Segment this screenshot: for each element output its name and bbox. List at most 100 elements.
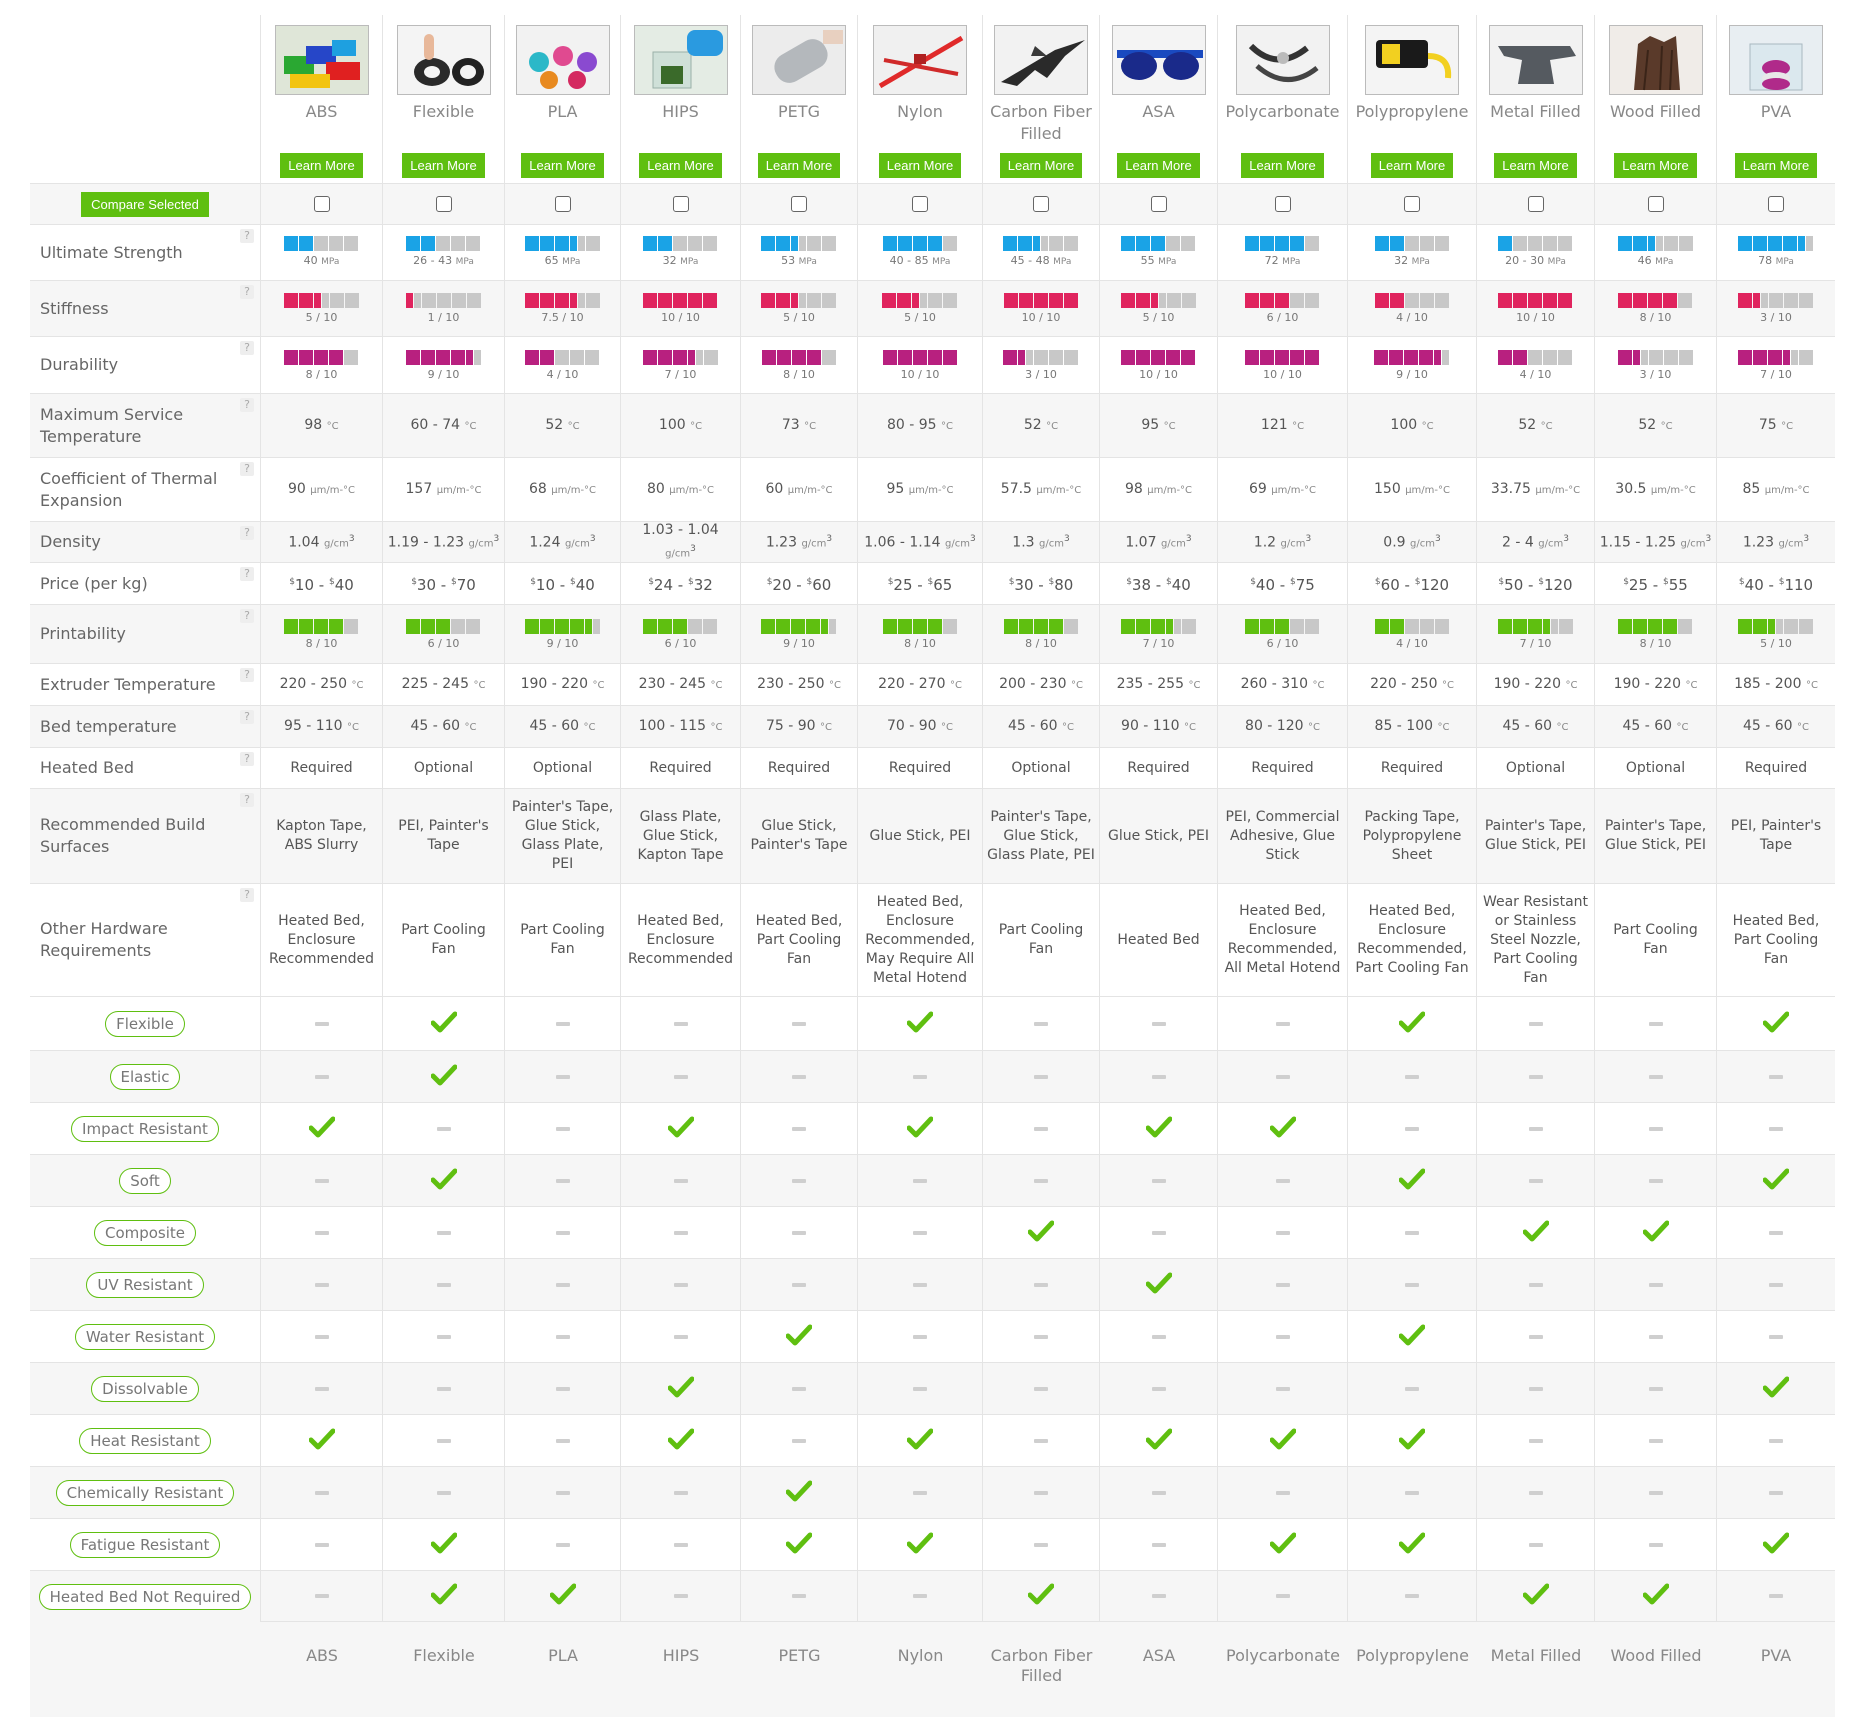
help-icon[interactable]: ? — [240, 462, 254, 476]
density-cell: 1.07 g/cm3 — [1100, 521, 1218, 562]
learn-more-button[interactable]: Learn More — [639, 153, 722, 178]
help-icon[interactable]: ? — [240, 793, 254, 807]
learn-more-button[interactable]: Learn More — [402, 153, 485, 178]
asa-sunglasses-icon[interactable] — [1111, 25, 1206, 95]
carbon-jet-icon[interactable] — [994, 25, 1088, 95]
price-cell: $20 - $60 — [741, 562, 858, 604]
learn-more-button[interactable]: Learn More — [878, 153, 962, 178]
unit-label: °C — [473, 679, 486, 691]
abs-blocks-icon[interactable] — [274, 25, 369, 95]
learn-more-button[interactable]: Learn More — [1241, 153, 1324, 178]
checkmark-icon — [549, 1583, 576, 1609]
compare-checkbox[interactable] — [1150, 196, 1167, 212]
property-cell — [1595, 1414, 1717, 1466]
cte-cell: 157 μm/m-°C — [383, 457, 505, 521]
property-cell — [858, 1154, 983, 1206]
compare-checkbox[interactable] — [912, 196, 928, 212]
flexible-ring-icon[interactable] — [396, 25, 491, 95]
dash-icon — [1405, 1594, 1419, 1598]
learn-more-button[interactable]: Learn More — [1117, 153, 1200, 178]
heated-value: Optional — [532, 759, 593, 776]
help-icon[interactable]: ? — [240, 710, 254, 724]
property-cell — [621, 1102, 741, 1154]
help-icon[interactable]: ? — [240, 888, 254, 902]
learn-more-button[interactable]: Learn More — [280, 153, 363, 178]
compare-checkbox[interactable] — [435, 196, 452, 212]
help-icon[interactable]: ? — [240, 609, 254, 623]
hips-dissolve-icon[interactable] — [633, 25, 728, 95]
learn-more-button[interactable]: Learn More — [1734, 153, 1818, 178]
wood-stump-icon[interactable] — [1608, 25, 1703, 95]
material-name: ABS — [305, 102, 338, 121]
compare-checkbox[interactable] — [1647, 196, 1664, 212]
help-icon[interactable]: ? — [240, 526, 254, 540]
unit-label: μm/m-°C — [669, 484, 715, 496]
property-filter-impact-resistant[interactable]: Impact Resistant — [71, 1115, 219, 1142]
checkmark-icon — [1762, 1168, 1790, 1194]
help-icon[interactable]: ? — [240, 398, 254, 412]
compare-checkbox[interactable] — [313, 196, 330, 212]
help-icon[interactable]: ? — [240, 752, 254, 766]
compare-checkbox[interactable] — [1274, 196, 1291, 212]
unit-label: °C — [346, 721, 359, 733]
property-cell — [1717, 1518, 1835, 1570]
stiffness-cell: 3 / 10 — [1717, 280, 1835, 336]
petg-bottle-icon[interactable] — [752, 25, 846, 95]
compare-checkbox[interactable] — [554, 196, 571, 212]
metal-anvil-icon[interactable] — [1488, 25, 1583, 95]
learn-more-button[interactable]: Learn More — [1614, 153, 1697, 178]
property-filter-dissolvable[interactable]: Dissolvable — [91, 1375, 199, 1402]
property-filter-heat-resistant[interactable]: Heat Resistant — [79, 1427, 211, 1454]
property-filter-soft[interactable]: Soft — [119, 1167, 171, 1194]
help-icon[interactable]: ? — [240, 341, 254, 355]
compare-checkbox[interactable] — [791, 196, 807, 212]
property-filter-composite[interactable]: Composite — [93, 1219, 197, 1246]
compare-checkbox[interactable] — [1768, 196, 1784, 212]
learn-more-button[interactable]: Learn More — [757, 153, 841, 178]
dash-icon — [792, 1021, 806, 1026]
help-icon[interactable]: ? — [240, 229, 254, 243]
hardware-value: Part Cooling Fan — [998, 922, 1084, 957]
compare-checkbox[interactable] — [1527, 196, 1544, 212]
density-value: 1.2 g/cm3 — [1253, 534, 1312, 551]
compare-checkbox[interactable] — [1404, 196, 1420, 212]
property-cell — [858, 1050, 983, 1102]
property-filter-heated-bed-not-required[interactable]: Heated Bed Not Required — [38, 1583, 252, 1610]
dash-icon — [913, 1230, 927, 1235]
property-filter-flexible[interactable]: Flexible — [105, 1010, 185, 1037]
rating-value: 55 MPa — [1140, 254, 1177, 267]
help-icon[interactable]: ? — [240, 285, 254, 299]
learn-more-button[interactable]: Learn More — [999, 153, 1083, 178]
polycarbonate-clip-icon[interactable] — [1235, 25, 1330, 95]
dash-icon — [314, 1386, 329, 1391]
rating-value: 3 / 10 — [1639, 367, 1672, 381]
property-filter-fatigue-resistant[interactable]: Fatigue Resistant — [69, 1531, 221, 1558]
dash-icon — [1405, 1490, 1419, 1495]
nylon-tie-icon[interactable] — [873, 25, 967, 95]
compare-checkbox[interactable] — [1033, 196, 1049, 212]
pla-figures-icon[interactable] — [515, 25, 610, 95]
rating-bar — [406, 236, 481, 251]
price-cell: $38 - $40 — [1100, 562, 1218, 604]
polypropylene-hinge-icon[interactable] — [1365, 25, 1459, 95]
row-label-durability: Durability? — [30, 336, 261, 393]
property-cell — [983, 996, 1100, 1050]
property-filter-water-resistant[interactable]: Water Resistant — [74, 1323, 216, 1350]
unit-label: g/cm — [468, 538, 494, 550]
learn-more-button[interactable]: Learn More — [1370, 153, 1454, 178]
rating-bar — [1498, 349, 1573, 365]
extruder-value: 190 - 220 °C — [520, 675, 605, 692]
density-cell: 1.19 - 1.23 g/cm3 — [383, 521, 505, 562]
compare-checkbox[interactable] — [672, 196, 689, 212]
learn-more-button[interactable]: Learn More — [1494, 153, 1577, 178]
property-filter-elastic[interactable]: Elastic — [109, 1063, 181, 1090]
property-filter-chemically-resistant[interactable]: Chemically Resistant — [55, 1479, 235, 1506]
pva-dissolve-icon[interactable] — [1729, 25, 1823, 95]
rating-value: 4 / 10 — [1396, 311, 1428, 324]
help-icon[interactable]: ? — [240, 668, 254, 682]
property-filter-uv-resistant[interactable]: UV Resistant — [86, 1271, 204, 1298]
learn-more-button[interactable]: Learn More — [521, 153, 604, 178]
compare-selected-button[interactable]: Compare Selected — [81, 191, 209, 217]
footer-name-text: Metal Filled — [1490, 1646, 1582, 1665]
help-icon[interactable]: ? — [240, 567, 254, 581]
